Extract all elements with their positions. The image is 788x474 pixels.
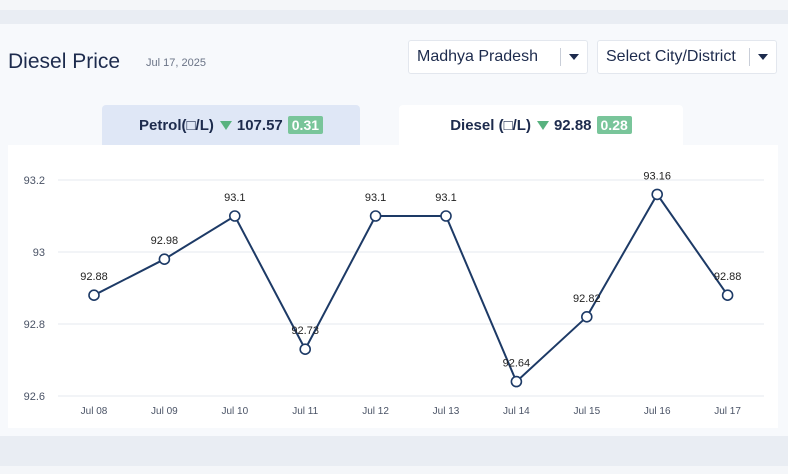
state-select[interactable]: Madhya Pradesh — [408, 40, 588, 74]
x-tick-label: Jul 16 — [644, 406, 671, 417]
page-title: Diesel Price — [8, 50, 121, 73]
triangle-down-icon — [536, 120, 549, 130]
price-line-chart: 92.6 92.8 93 93.2 Jul 08 Jul 09 Jul 10 Jul 11 Ju… — [24, 170, 764, 417]
caret-down-icon — [569, 54, 579, 60]
bottom-strip — [0, 466, 788, 474]
tab-diesel[interactable]: Diesel (□/L) 92.88 0.28 — [399, 105, 683, 145]
state-dropdown-toggle[interactable] — [561, 41, 587, 73]
y-tick-label: 92.8 — [24, 319, 45, 331]
data-point — [721, 289, 734, 301]
tab-diesel-price: 92.88 — [553, 116, 592, 134]
data-point — [158, 253, 171, 265]
x-tick-label: Jul 12 — [362, 406, 389, 417]
data-point — [229, 210, 241, 222]
caret-down-icon — [758, 54, 768, 60]
x-tick-label: Jul 11 — [292, 406, 318, 417]
y-tick-label: 93 — [33, 247, 45, 259]
top-strip — [0, 0, 788, 10]
data-label: 92.88 — [714, 271, 742, 283]
x-tick-label: Jul 17 — [714, 406, 741, 417]
chart-panel: 92.6 92.8 93 93.2 Jul 08 Jul 09 Jul 10 Jul 11 Ju… — [8, 145, 778, 428]
data-label: 93.16 — [643, 170, 671, 182]
triangle-down-icon — [219, 120, 232, 130]
data-label: 93.1 — [224, 192, 245, 204]
data-label: 93.1 — [435, 192, 456, 204]
x-tick-label: Jul 13 — [433, 406, 460, 417]
data-point — [651, 188, 664, 201]
select-separator — [749, 48, 750, 66]
tab-diesel-change-badge: 0.28 — [596, 116, 632, 134]
data-label: 92.82 — [573, 293, 601, 305]
x-tick-label: Jul 10 — [221, 406, 248, 417]
tab-diesel-label: Diesel (□/L) — [450, 116, 531, 134]
y-tick-label: 93.2 — [24, 175, 45, 187]
data-point — [510, 375, 523, 388]
select-separator — [560, 48, 561, 66]
data-label: 92.73 — [291, 325, 319, 337]
tab-petrol-price: 107.57 — [236, 116, 283, 134]
data-point — [88, 289, 100, 301]
tab-petrol-label: Petrol(□/L) — [138, 116, 214, 134]
data-label: 92.88 — [80, 271, 108, 283]
data-point — [440, 210, 452, 222]
y-tick-label: 92.6 — [24, 391, 45, 403]
data-point — [580, 311, 593, 323]
x-tick-label: Jul 14 — [503, 406, 530, 417]
price-date: Jul 17, 2025 — [146, 57, 206, 69]
data-label: 93.1 — [365, 192, 386, 204]
city-dropdown-toggle[interactable] — [750, 41, 776, 73]
x-tick-label: Jul 08 — [81, 406, 108, 417]
data-label: 92.98 — [151, 235, 179, 247]
x-tick-label: Jul 09 — [151, 406, 178, 417]
data-point — [369, 210, 382, 222]
series-line — [93, 192, 729, 384]
city-select[interactable]: Select City/District — [597, 40, 777, 74]
x-tick-label: Jul 15 — [573, 406, 600, 417]
state-select-value: Madhya Pradesh — [417, 48, 538, 65]
tab-petrol-change-badge: 0.31 — [287, 116, 324, 134]
data-label: 92.64 — [503, 358, 531, 370]
data-point — [299, 343, 312, 355]
tab-petrol[interactable]: Petrol(□/L) 107.57 0.31 — [102, 105, 360, 145]
city-select-value: Select City/District — [606, 48, 736, 65]
